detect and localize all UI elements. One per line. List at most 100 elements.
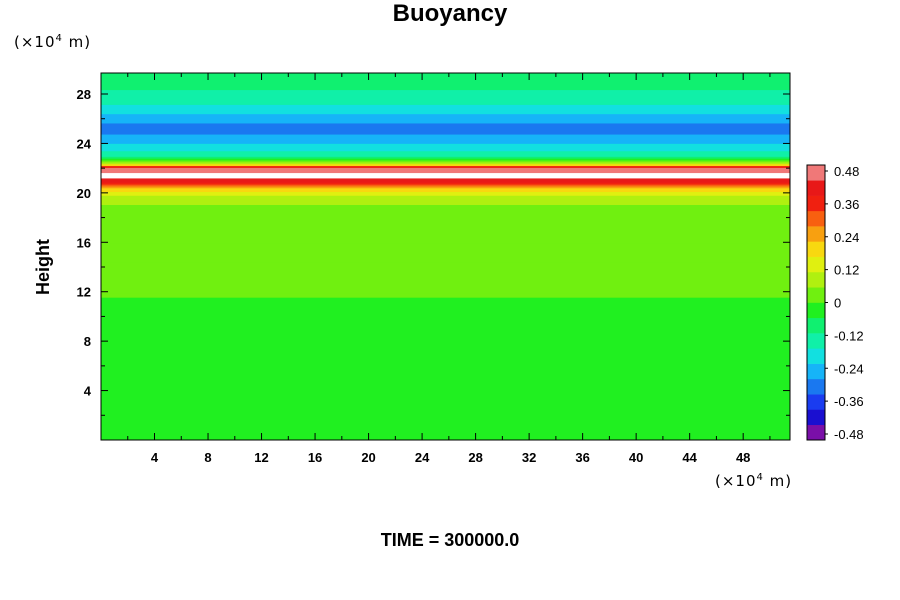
heatmap-band (101, 102, 790, 105)
heatmap-band (101, 193, 790, 196)
heatmap-band (101, 212, 790, 215)
heatmap-band (101, 84, 790, 87)
heatmap-band (101, 338, 790, 341)
heatmap-band (101, 267, 790, 270)
heatmap-band (101, 273, 790, 276)
x-tick-label: 20 (361, 450, 375, 465)
heatmap-band (101, 263, 790, 267)
heatmap-band (101, 382, 790, 385)
heatmap-band (101, 167, 790, 170)
heatmap-band (101, 384, 790, 387)
heatmap-band (101, 104, 790, 107)
heatmap-band (101, 121, 790, 124)
x-tick-label: 36 (575, 450, 589, 465)
heatmap-band (101, 106, 790, 109)
heatmap-band (101, 289, 790, 293)
heatmap-band (101, 195, 790, 198)
heatmap-band (101, 200, 790, 204)
x-tick-label: 8 (204, 450, 211, 465)
heatmap-band (101, 312, 790, 315)
x-axis-unit-exponent: 4 (756, 472, 764, 483)
heatmap-band (101, 154, 790, 157)
heatmap-band (101, 371, 790, 374)
heatmap-band (101, 299, 790, 302)
y-tick-label: 28 (77, 87, 91, 102)
heatmap-band (101, 245, 790, 248)
heatmap-band (101, 406, 790, 409)
colorbar-segment (807, 394, 825, 410)
heatmap-band (101, 124, 790, 128)
x-tick-label: 32 (522, 450, 536, 465)
colorbar-segment (807, 165, 825, 181)
heatmap-band (101, 93, 790, 96)
heatmap-band (101, 123, 790, 126)
heatmap-band (101, 404, 790, 408)
heatmap-band (101, 436, 790, 439)
heatmap-band (101, 186, 790, 189)
heatmap-band (101, 182, 790, 185)
heatmap-band (101, 380, 790, 383)
y-axis-unit-prefix: (×10 (14, 33, 56, 51)
heatmap-band (101, 228, 790, 231)
heatmap-band (101, 319, 790, 322)
heatmap-band (101, 256, 790, 259)
heatmap-band (101, 334, 790, 337)
heatmap-band (101, 304, 790, 307)
heatmap-band (101, 95, 790, 98)
colorbar-segment (807, 271, 825, 288)
heatmap-band (101, 432, 790, 435)
heatmap-band (101, 412, 790, 415)
heatmap-band (101, 297, 790, 300)
colorbar-segment (807, 348, 825, 364)
heatmap-band (101, 136, 790, 139)
heatmap-band (101, 249, 790, 252)
heatmap-band (101, 108, 790, 111)
y-axis-unit: (×104 m) (14, 33, 91, 51)
heatmap-band (101, 197, 790, 200)
heatmap-band (101, 128, 790, 131)
heatmap-band (101, 376, 790, 380)
heatmap-band (101, 254, 790, 257)
heatmap-band (101, 395, 790, 398)
y-tick-label: 24 (77, 136, 92, 151)
heatmap-band (101, 132, 790, 135)
heatmap-band (101, 308, 790, 311)
x-axis-unit: (×104 m) (715, 472, 792, 490)
heatmap-band (101, 234, 790, 237)
heatmap-band (101, 419, 790, 422)
colorbar-segment (807, 317, 825, 334)
colorbar-tick-label: -0.36 (834, 394, 864, 409)
heatmap-band (101, 165, 790, 168)
heatmap-band (101, 408, 790, 411)
x-tick-label: 4 (151, 450, 159, 465)
heatmap-band (101, 76, 790, 79)
x-tick-label: 24 (415, 450, 430, 465)
heatmap-band (101, 184, 790, 187)
heatmap-band (101, 221, 790, 224)
heatmap-band (101, 226, 790, 230)
heatmap-band (101, 171, 790, 174)
heatmap-band (101, 265, 790, 269)
heatmap-band (101, 156, 790, 159)
heatmap-band (101, 152, 790, 155)
colorbar-tick-label: 0.24 (834, 230, 859, 245)
heatmap-band (101, 161, 790, 165)
heatmap-band (101, 389, 790, 393)
heatmap-band (101, 252, 790, 256)
colorbar-segment (807, 226, 825, 242)
heatmap-band (101, 115, 790, 118)
heatmap-band (101, 358, 790, 361)
colorbar-segment (807, 195, 825, 212)
heatmap-band (101, 134, 790, 137)
heatmap-band (101, 365, 790, 369)
heatmap-band (101, 438, 790, 441)
heatmap-band (101, 141, 790, 144)
heatmap-band (101, 73, 790, 76)
heatmap-band (101, 217, 790, 220)
heatmap-band (101, 148, 790, 152)
heatmap-band (101, 339, 790, 343)
heatmap-band (101, 150, 790, 154)
colorbar-segment (807, 409, 825, 426)
heatmap-band (101, 145, 790, 148)
heatmap-band (101, 126, 790, 130)
